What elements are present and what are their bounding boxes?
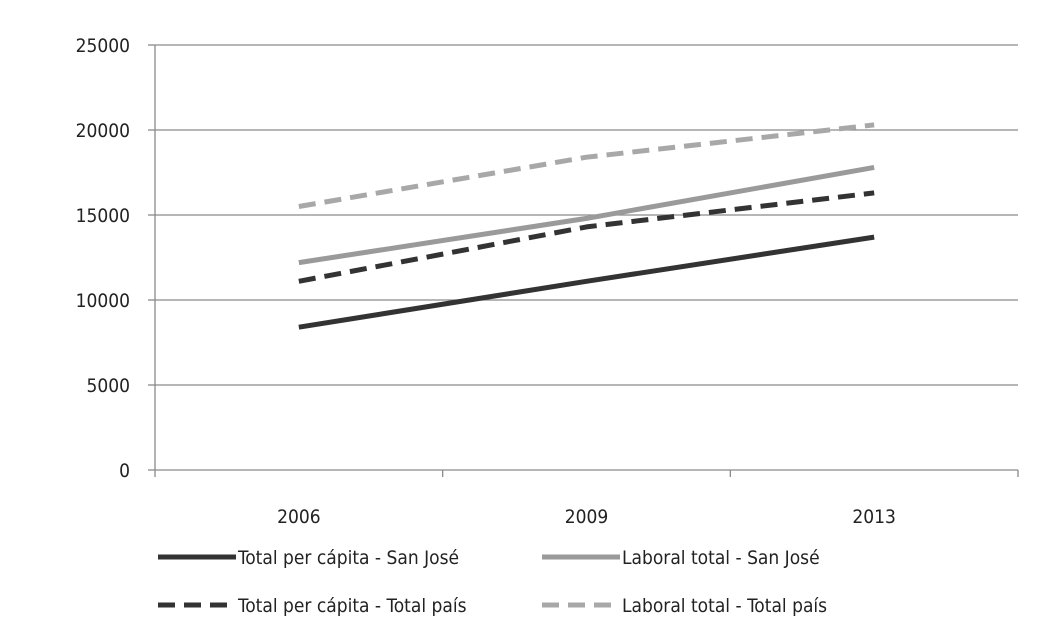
x-tick-label: 2013	[852, 506, 896, 528]
legend: Total per cápita - San José Laboral total…	[158, 547, 827, 617]
y-tick-label: 25000	[76, 35, 130, 57]
y-tick-label: 0	[119, 460, 130, 482]
series-lines	[298, 122, 875, 330]
series-line-1	[298, 234, 875, 330]
y-tick-label: 15000	[76, 205, 130, 227]
series-line-3	[298, 190, 875, 284]
y-tick-label: 20000	[76, 120, 130, 142]
series-line-4	[298, 122, 875, 209]
y-tick-label: 5000	[87, 375, 131, 397]
x-tick-label: 2006	[277, 506, 321, 528]
legend-label: Total per cápita - Total país	[237, 595, 467, 617]
legend-item: Laboral total - San José	[542, 547, 820, 569]
x-tick-label: 2009	[565, 506, 609, 528]
y-tick-label: 10000	[76, 290, 130, 312]
legend-label: Total per cápita - San José	[237, 547, 459, 569]
y-axis-ticks: 0 5000 10000 15000 20000 25000	[76, 35, 155, 482]
axes	[154, 45, 1018, 471]
legend-item: Laboral total - Total país	[542, 595, 827, 617]
x-axis-ticks: 2006 2009 2013	[154, 470, 1019, 528]
legend-label: Laboral total - Total país	[622, 595, 827, 617]
legend-item: Total per cápita - San José	[158, 547, 459, 569]
series-line-2	[298, 164, 875, 266]
legend-item: Total per cápita - Total país	[158, 595, 467, 617]
gridlines	[155, 44, 1018, 386]
legend-label: Laboral total - San José	[622, 547, 820, 569]
